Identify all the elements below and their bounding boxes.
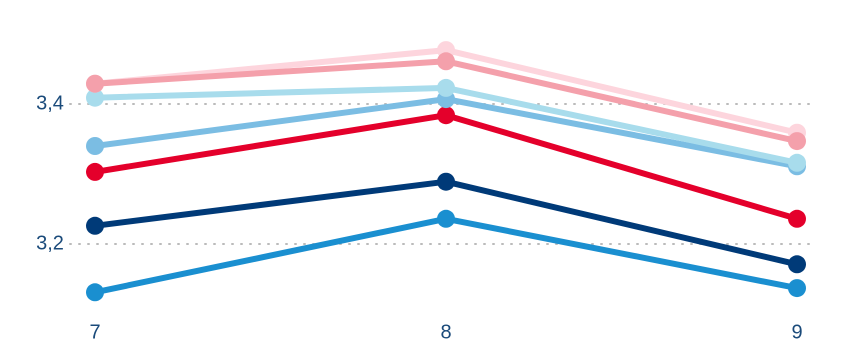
- point: [437, 209, 455, 228]
- y-tick-label: 3,2: [36, 232, 64, 254]
- point: [86, 137, 104, 155]
- point: [86, 283, 104, 302]
- point: [788, 132, 806, 151]
- x-tick-label: 7: [89, 321, 100, 343]
- point: [86, 216, 104, 235]
- point: [86, 74, 104, 93]
- x-tick-label: 9: [791, 321, 802, 343]
- point: [788, 209, 806, 228]
- point: [437, 106, 455, 125]
- x-tick-label: 8: [440, 321, 451, 343]
- point: [788, 255, 806, 274]
- point: [788, 279, 806, 298]
- point: [437, 52, 455, 71]
- y-tick-label: 3,4: [36, 92, 64, 114]
- point: [437, 172, 455, 191]
- point: [86, 88, 104, 107]
- series-line: [94, 215, 798, 296]
- point: [788, 153, 806, 172]
- point: [437, 78, 455, 97]
- point: [86, 162, 104, 181]
